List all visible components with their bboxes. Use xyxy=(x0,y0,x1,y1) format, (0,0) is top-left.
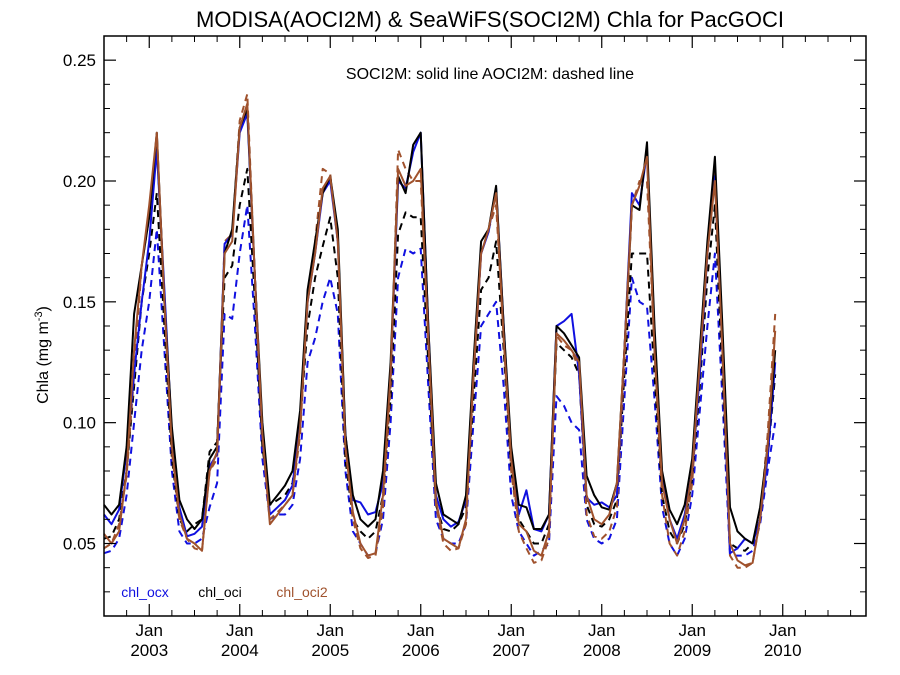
x-tick-label-year: 2007 xyxy=(492,641,530,660)
y-tick-label: 0.15 xyxy=(63,293,96,312)
x-tick-label-month: Jan xyxy=(588,621,615,640)
legend-label-chl-oci: chl_oci xyxy=(198,584,242,600)
series-lines xyxy=(103,93,777,569)
x-tick-label-month: Jan xyxy=(317,621,344,640)
x-tick-label-year: 2010 xyxy=(764,641,802,660)
x-tick-label-month: Jan xyxy=(769,621,796,640)
x-tick-label-year: 2006 xyxy=(402,641,440,660)
x-tick-label-year: 2009 xyxy=(673,641,711,660)
y-axis-label-sup: -3 xyxy=(33,311,45,321)
x-tick-label-year: 2008 xyxy=(583,641,621,660)
y-tick-label: 0.25 xyxy=(63,51,96,70)
chart-title: MODISA(AOCI2M) & SeaWiFS(SOCI2M) Chla fo… xyxy=(196,7,784,32)
x-tick-label-month: Jan xyxy=(136,621,163,640)
series-line-soci2m-chl-oci xyxy=(103,107,777,545)
legend: chl_ocx chl_oci chl_oci2 xyxy=(121,584,328,600)
y-axis-label-main: Chla (mg m xyxy=(35,321,52,404)
plot-frame xyxy=(103,35,867,617)
series-line-soci2m-chl-oci2 xyxy=(103,102,777,567)
legend-label-chl-ocx: chl_ocx xyxy=(121,584,168,600)
y-axis-label: Chla (mg m-3) xyxy=(33,306,52,404)
y-tick-label: 0.20 xyxy=(63,172,96,191)
chart-annotation: SOCI2M: solid line AOCI2M: dashed line xyxy=(346,66,634,83)
series-line-aoci2m-chl-oci xyxy=(103,167,777,552)
y-tick-label: 0.05 xyxy=(63,535,96,554)
x-tick-label-year: 2003 xyxy=(130,641,168,660)
y-axis-label-close: ) xyxy=(35,306,52,311)
x-tick-label-year: 2005 xyxy=(311,641,349,660)
x-axis-ticks: Jan2003Jan2004Jan2005Jan2006Jan2007Jan20… xyxy=(126,36,852,660)
y-tick-label: 0.10 xyxy=(63,414,96,433)
x-tick-label-month: Jan xyxy=(498,621,525,640)
y-axis-ticks: 0.05 0.10 0.15 0.20 0.25 xyxy=(63,51,866,593)
x-tick-label-month: Jan xyxy=(407,621,434,640)
x-tick-label-month: Jan xyxy=(679,621,706,640)
legend-label-chl-oci2: chl_oci2 xyxy=(276,584,328,600)
x-tick-label-month: Jan xyxy=(226,621,253,640)
x-tick-label-year: 2004 xyxy=(221,641,259,660)
